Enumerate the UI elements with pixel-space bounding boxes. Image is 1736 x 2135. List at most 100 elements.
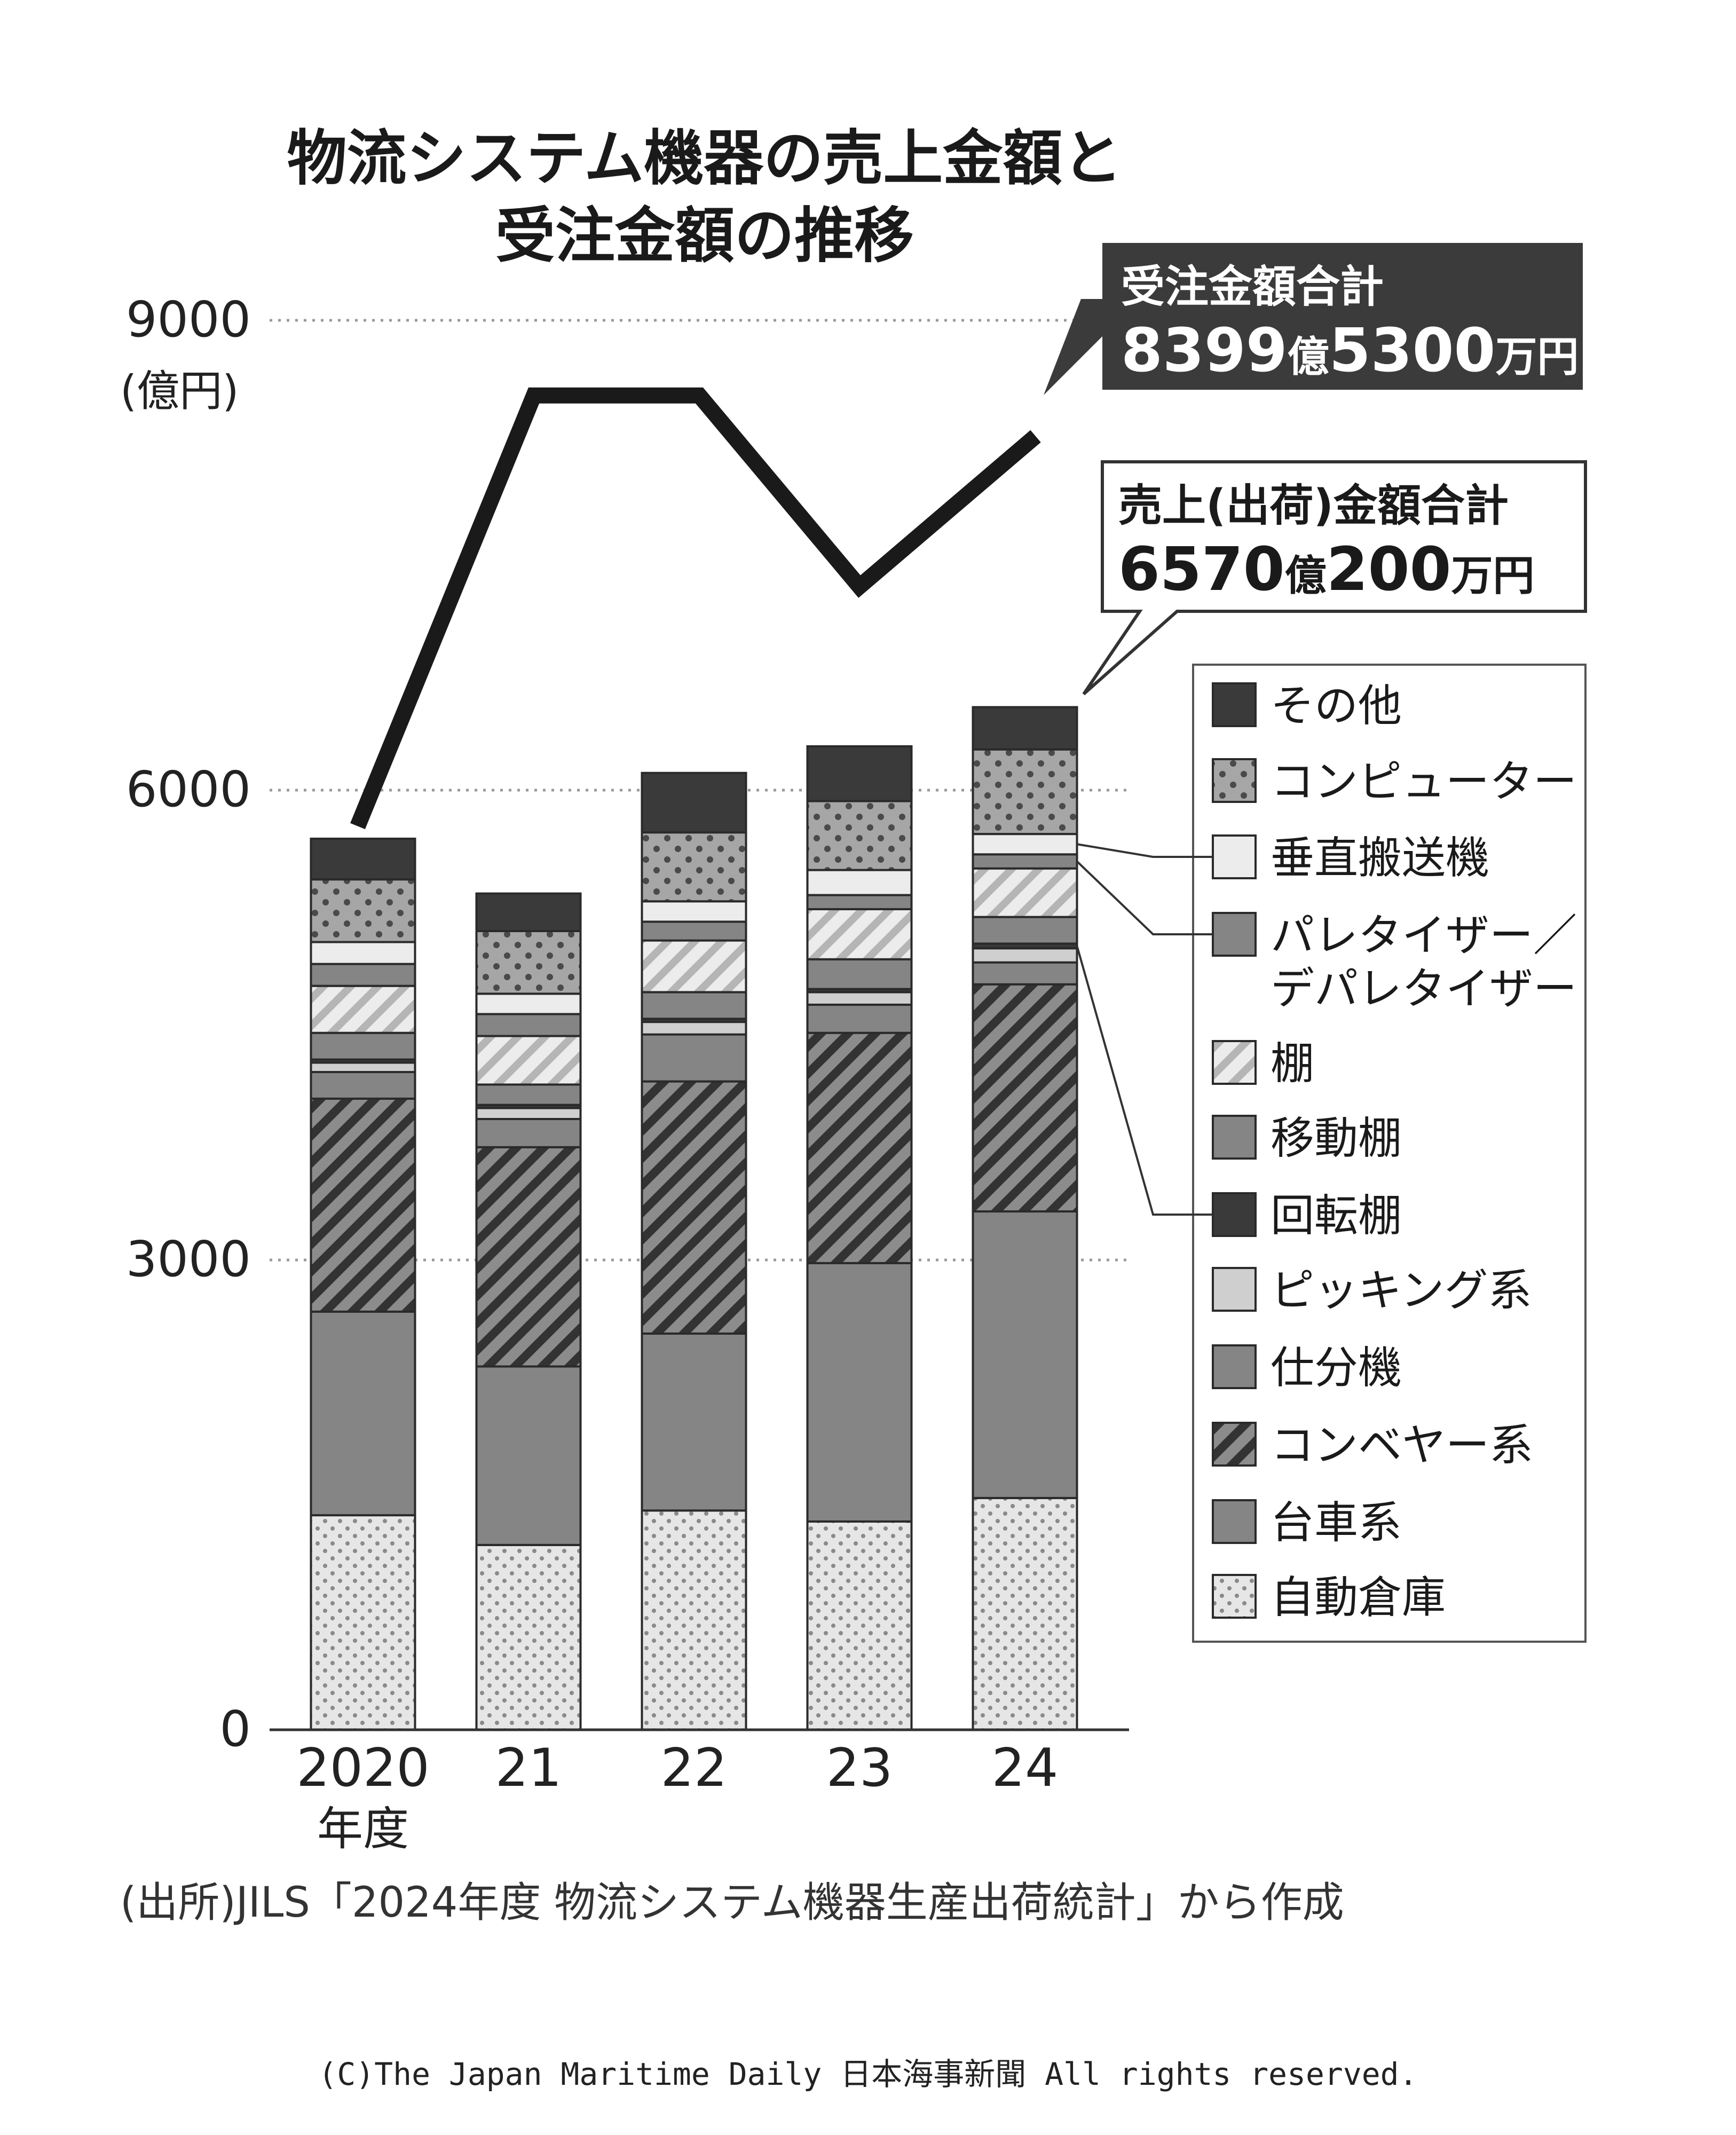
- bar-segment-3-0: [806, 1520, 913, 1731]
- x-tick-label-4: 24: [992, 1738, 1059, 1799]
- bar-segment-1-6: [475, 1083, 582, 1106]
- bar-segment-4-3: [972, 961, 1078, 986]
- bar-segment-0-7: [310, 984, 416, 1034]
- bar-segment-0-3: [310, 1071, 416, 1100]
- bar-segment-3-8: [806, 894, 913, 910]
- bar-segment-2-2: [641, 1080, 747, 1335]
- legend-swatch-5: [1212, 1115, 1257, 1160]
- legend-label-1: コンピューター: [1271, 757, 1577, 807]
- bar-segment-2-6: [641, 991, 747, 1020]
- legend-label-2: 垂直搬送機: [1271, 833, 1489, 884]
- bar-segment-4-11: [972, 706, 1078, 751]
- bar-segment-2-8: [641, 920, 747, 942]
- legend-label-4: 棚: [1271, 1038, 1314, 1089]
- y-tick-label-1: 3000: [126, 1231, 251, 1288]
- orders-total-unit1: 億: [1288, 333, 1329, 381]
- bar-segment-2-11: [641, 771, 747, 834]
- bar-segment-0-2: [310, 1097, 416, 1313]
- legend-label-3-line-1: デパレタイザー: [1271, 964, 1577, 1014]
- legend-swatch-11: [1212, 1574, 1257, 1619]
- bar-segment-1-10: [475, 930, 582, 995]
- bar-segment-0-11: [310, 837, 416, 881]
- bar-segment-4-6: [972, 916, 1078, 945]
- bar-segment-2-4: [641, 1021, 747, 1036]
- legend-swatch-9: [1212, 1422, 1257, 1467]
- bar-segment-2-0: [641, 1509, 747, 1731]
- legend-swatch-2: [1212, 834, 1257, 879]
- bar-segment-0-1: [310, 1310, 416, 1517]
- bar-segment-1-0: [475, 1543, 582, 1731]
- y-tick-label-0: 0: [219, 1700, 251, 1758]
- orders-line: [350, 387, 1041, 830]
- bar-segment-0-8: [310, 963, 416, 987]
- bar-segment-3-2: [806, 1031, 913, 1264]
- orders-total-callout: 受注金額合計 8399億5300万円: [1044, 243, 1583, 395]
- legend-swatch-8: [1212, 1344, 1257, 1389]
- bar-segment-0-10: [310, 878, 416, 943]
- legend-label-7: ピッキング系: [1271, 1265, 1532, 1316]
- y-tick-label-3: 9000: [126, 291, 251, 348]
- bar-segment-0-4: [310, 1061, 416, 1074]
- bar-segment-3-7: [806, 908, 913, 960]
- orders-total-unit2: 万円: [1495, 333, 1579, 381]
- legend-label-3-line-0: パレタイザー／: [1271, 910, 1577, 961]
- orders-total-title: 受注金額合計: [1121, 262, 1384, 312]
- x-axis-suffix: 年度: [317, 1802, 409, 1856]
- legend-swatch-4: [1212, 1040, 1257, 1085]
- bar-segment-0-0: [310, 1514, 416, 1731]
- leader-line-0: [1077, 843, 1213, 858]
- bar-segment-4-7: [972, 867, 1078, 918]
- legend-swatch-3: [1212, 912, 1257, 957]
- y-tick-label-2: 6000: [126, 761, 251, 818]
- legend-label-6: 回転棚: [1271, 1191, 1402, 1241]
- leader-line-1: [1076, 861, 1213, 935]
- x-tick-label-0: 2020: [296, 1738, 429, 1799]
- legend-label-5: 移動棚: [1271, 1113, 1402, 1164]
- legend-label-0: その他: [1271, 681, 1402, 731]
- y-axis-ticks: 0 3000 6000 9000: [126, 291, 251, 1758]
- sales-total-unit2: 万円: [1451, 552, 1535, 600]
- bar-segment-4-4: [972, 947, 1078, 964]
- copyright-note: (C)The Japan Maritime Daily 日本海事新聞 All r…: [318, 2056, 1417, 2092]
- source-note: (出所)JILS「2024年度 物流システム機器生産出荷統計」から作成: [120, 1879, 1344, 1927]
- x-tick-label-3: 23: [826, 1738, 893, 1799]
- legend-swatch-1: [1212, 758, 1257, 803]
- bar-segment-1-7: [475, 1035, 582, 1086]
- bar-segment-4-0: [972, 1496, 1078, 1731]
- chart-title-line-2: 受注金額の推移: [495, 201, 914, 271]
- bar-segment-2-1: [641, 1332, 747, 1512]
- bar-segment-4-2: [972, 983, 1078, 1213]
- bar-segment-0-6: [310, 1031, 416, 1061]
- bar-segment-1-8: [475, 1013, 582, 1037]
- legend-swatch-7: [1212, 1267, 1257, 1312]
- legend-label-9: コンベヤー系: [1271, 1420, 1533, 1471]
- bar-segment-2-9: [641, 900, 747, 923]
- legend-swatch-10: [1212, 1499, 1257, 1544]
- bar-segment-1-4: [475, 1107, 582, 1120]
- bar-segment-3-4: [806, 991, 913, 1006]
- bar-segment-4-10: [972, 748, 1078, 836]
- bars: [310, 706, 1078, 1731]
- x-tick-label-1: 21: [495, 1738, 562, 1799]
- legend-label-11: 自動倉庫: [1271, 1572, 1446, 1623]
- chart-title-line-1: 物流システム機器の売上金額と: [287, 124, 1123, 193]
- orders-line-path: [350, 387, 1041, 830]
- bar-segment-3-3: [806, 1003, 913, 1034]
- chart-title: 物流システム機器の売上金額と 受注金額の推移: [287, 124, 1123, 271]
- svg-text:6570億200万円: 6570億200万円: [1118, 535, 1535, 604]
- legend-leader-lines: [1076, 843, 1213, 1216]
- x-axis: 2020 21 22 23 24: [270, 1728, 1129, 1799]
- svg-text:8399億5300万円: 8399億5300万円: [1121, 316, 1579, 385]
- bar-segment-3-9: [806, 869, 913, 896]
- bar-segment-1-1: [475, 1365, 582, 1546]
- bar-segment-3-6: [806, 958, 913, 990]
- bar-segment-1-11: [475, 892, 582, 932]
- legend-label-10: 台車系: [1271, 1498, 1402, 1548]
- bar-segment-2-3: [641, 1033, 747, 1083]
- bar-segment-2-10: [641, 831, 747, 903]
- legend-swatch-6: [1212, 1192, 1257, 1237]
- y-unit-label: (億円): [120, 366, 239, 416]
- bar-segment-4-9: [972, 833, 1078, 856]
- bar-segment-1-2: [475, 1146, 582, 1368]
